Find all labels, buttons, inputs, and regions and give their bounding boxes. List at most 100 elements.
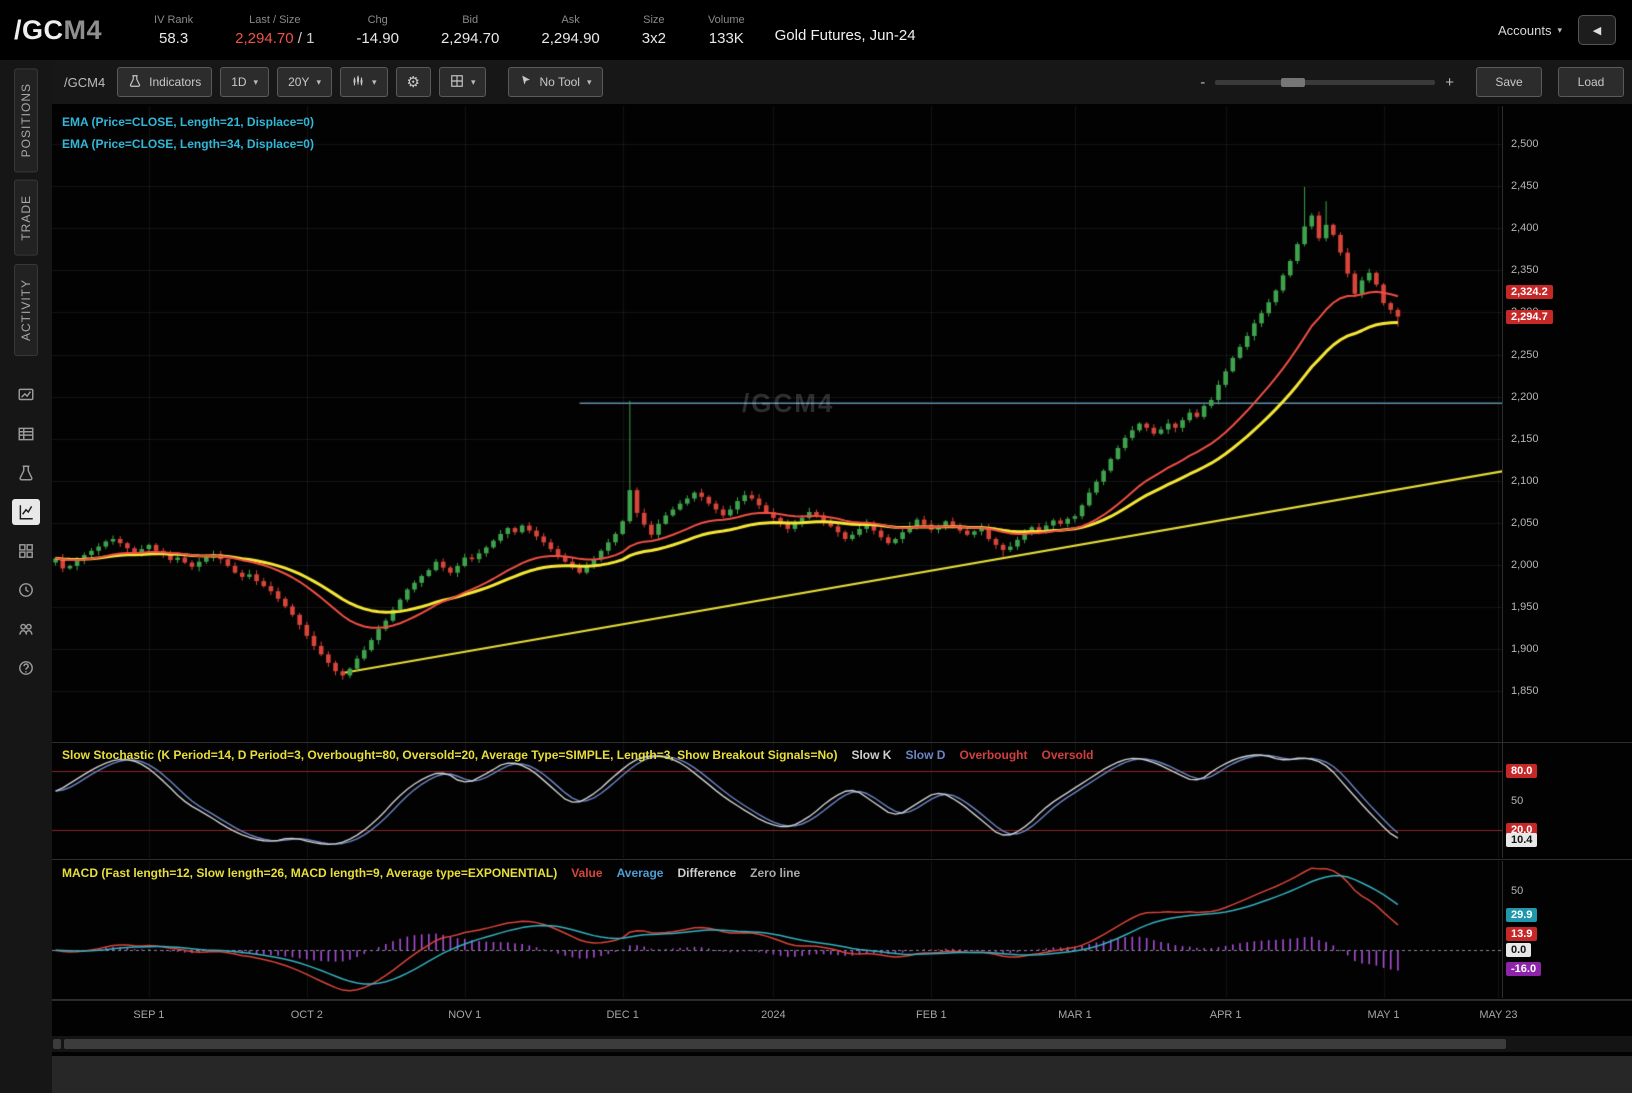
scrollbar-thumb[interactable]: [64, 1039, 1506, 1049]
price-tick: 2,200: [1511, 390, 1539, 403]
time-label: MAY 1: [1367, 1009, 1400, 1021]
legend-item[interactable]: Slow K: [851, 748, 892, 762]
time-label: OCT 2: [290, 1009, 323, 1021]
stochastic-study-label[interactable]: Slow Stochastic (K Period=14, D Period=3…: [62, 748, 838, 762]
chart-icon[interactable]: [12, 499, 40, 526]
legend-item[interactable]: Overbought: [959, 748, 1028, 762]
zoom-slider[interactable]: [1215, 77, 1436, 87]
monitor-icon[interactable]: [12, 382, 40, 408]
sidebar-tab-positions[interactable]: POSITIONS: [14, 68, 38, 173]
price-tick: 2,000: [1511, 559, 1539, 572]
caret-down-icon: ▾: [253, 76, 259, 87]
macd-tick: 50: [1511, 884, 1524, 897]
sidebar: POSITIONS TRADE ACTIVITY: [0, 60, 53, 1093]
stochastic-axis: 80.0 50 20.0 10.4: [1502, 743, 1632, 858]
range-dropdown[interactable]: 20Y ▾: [277, 67, 332, 97]
quote-stats: IV Rank 58.3 Last / Size 2,294.70 / 1 Chg -…: [154, 14, 745, 47]
chart-scrollbar[interactable]: [52, 1036, 1632, 1052]
zoom-slider-thumb[interactable]: [1281, 77, 1306, 87]
table-icon[interactable]: [12, 421, 40, 447]
sidebar-icons: [12, 382, 40, 681]
load-button[interactable]: Load: [1558, 67, 1624, 97]
apps-icon[interactable]: [12, 538, 40, 564]
drawing-tool-dropdown[interactable]: No Tool ▾: [508, 67, 603, 97]
price-tick: 1,950: [1511, 601, 1539, 614]
macd-axis: 50 29.9 13.9 0.0 -16.0: [1502, 861, 1632, 998]
help-icon[interactable]: [12, 655, 40, 681]
settings-button[interactable]: ⚙: [395, 67, 431, 97]
legend-item[interactable]: Average: [616, 866, 664, 880]
time-label: NOV 1: [448, 1009, 482, 1021]
time-label: MAR 1: [1058, 1009, 1092, 1021]
contract-description: Gold Futures, Jun-24: [774, 26, 916, 44]
community-icon[interactable]: [12, 616, 40, 642]
time-label: SEP 1: [133, 1009, 165, 1021]
caret-down-icon: ▾: [586, 76, 592, 87]
stochastic-tick: 80.0: [1506, 763, 1538, 778]
time-label: FEB 1: [916, 1009, 947, 1021]
accounts-button[interactable]: Accounts ▾: [1497, 22, 1562, 38]
macd-canvas[interactable]: [52, 861, 1502, 998]
stat-iv-rank: IV Rank 58.3: [154, 13, 194, 47]
price-tick: 2,400: [1511, 222, 1539, 235]
ema34-study-label[interactable]: EMA (Price=CLOSE, Length=34, Displace=0): [62, 137, 314, 151]
chart-toolbar: /GCM4 Indicators 1D ▾ 20Y ▾ ▾ ⚙ ▾ No Tool …: [52, 60, 1632, 104]
caret-down-icon: ▾: [1557, 24, 1562, 35]
symbol-month-code: M4: [63, 14, 103, 45]
panel-divider: [52, 742, 1632, 743]
price-tick: 2,100: [1511, 474, 1539, 487]
indicators-button[interactable]: Indicators: [117, 67, 213, 97]
toolbar-symbol-label[interactable]: /GCM4: [64, 74, 106, 90]
stochastic-canvas[interactable]: [52, 743, 1502, 858]
stat-change: Chg -14.90: [356, 13, 399, 47]
ema21-study-label[interactable]: EMA (Price=CLOSE, Length=21, Displace=0): [62, 115, 314, 129]
legend-item[interactable]: Oversold: [1041, 748, 1094, 762]
stat-ask: Ask 2,294.90: [541, 13, 600, 47]
price-tick: 2,150: [1511, 432, 1539, 445]
beaker-icon[interactable]: [12, 460, 40, 486]
time-label: 2024: [761, 1009, 786, 1021]
stochastic-label-row: Slow Stochastic (K Period=14, D Period=3…: [62, 748, 1094, 762]
save-button[interactable]: Save: [1476, 67, 1542, 97]
price-badge: 2,324.2: [1506, 284, 1553, 299]
chart-type-dropdown[interactable]: ▾: [339, 67, 388, 97]
macd-study-label[interactable]: MACD (Fast length=12, Slow length=26, MA…: [62, 866, 558, 880]
time-axis[interactable]: SEP 1 OCT 2 NOV 1 DEC 1 2024 FEB 1 MAR 1 APR 1 M…: [52, 1000, 1632, 1031]
layout-grid-dropdown[interactable]: ▾: [438, 67, 487, 97]
zoom-out-button[interactable]: -: [1200, 73, 1206, 91]
sidebar-tab-activity[interactable]: ACTIVITY: [14, 264, 38, 357]
macd-tick: 0.0: [1506, 943, 1532, 958]
timeframe-dropdown[interactable]: 1D ▾: [220, 67, 270, 97]
gear-icon: ⚙: [406, 73, 420, 91]
time-label: MAY 23: [1479, 1009, 1518, 1021]
legend-item[interactable]: Slow D: [905, 748, 946, 762]
scrollbar-stub[interactable]: [53, 1039, 61, 1049]
legend-item[interactable]: Zero line: [750, 866, 801, 880]
caret-down-icon: ▾: [316, 76, 321, 87]
zoom-in-button[interactable]: +: [1445, 73, 1454, 91]
macd-label-row: MACD (Fast length=12, Slow length=26, MA…: [62, 866, 800, 880]
symbol-root: /GC: [14, 14, 64, 45]
grid-icon: [450, 74, 464, 91]
header-right: Accounts ▾ ◀: [1498, 15, 1616, 45]
price-tick: 1,850: [1511, 685, 1539, 698]
price-chart-canvas[interactable]: [52, 106, 1502, 742]
collapse-panel-button[interactable]: ◀: [1578, 15, 1616, 45]
header: /GCM4 IV Rank 58.3 Last / Size 2,294.70 / …: [0, 0, 1632, 61]
bottom-filler: [52, 1056, 1632, 1093]
main-chart-panel: /GCM4 EMA (Price=CLOSE, Length=21, Displ…: [52, 106, 1632, 742]
collapse-left-icon: ◀: [1592, 24, 1602, 37]
price-tick: 2,050: [1511, 516, 1539, 529]
sidebar-tab-trade[interactable]: TRADE: [14, 180, 38, 257]
chart-area: /GCM4 EMA (Price=CLOSE, Length=21, Displ…: [52, 104, 1632, 1093]
symbol-title: /GCM4: [14, 15, 102, 46]
legend-item[interactable]: Difference: [677, 866, 737, 880]
clock-icon[interactable]: [12, 577, 40, 603]
price-tick: 2,350: [1511, 264, 1539, 277]
stochastic-tick: 50: [1511, 794, 1524, 807]
stochastic-panel: Slow Stochastic (K Period=14, D Period=3…: [52, 743, 1632, 858]
price-tick: 2,250: [1511, 348, 1539, 361]
stat-volume: Volume 133K: [707, 13, 745, 47]
legend-item[interactable]: Value: [571, 866, 603, 880]
